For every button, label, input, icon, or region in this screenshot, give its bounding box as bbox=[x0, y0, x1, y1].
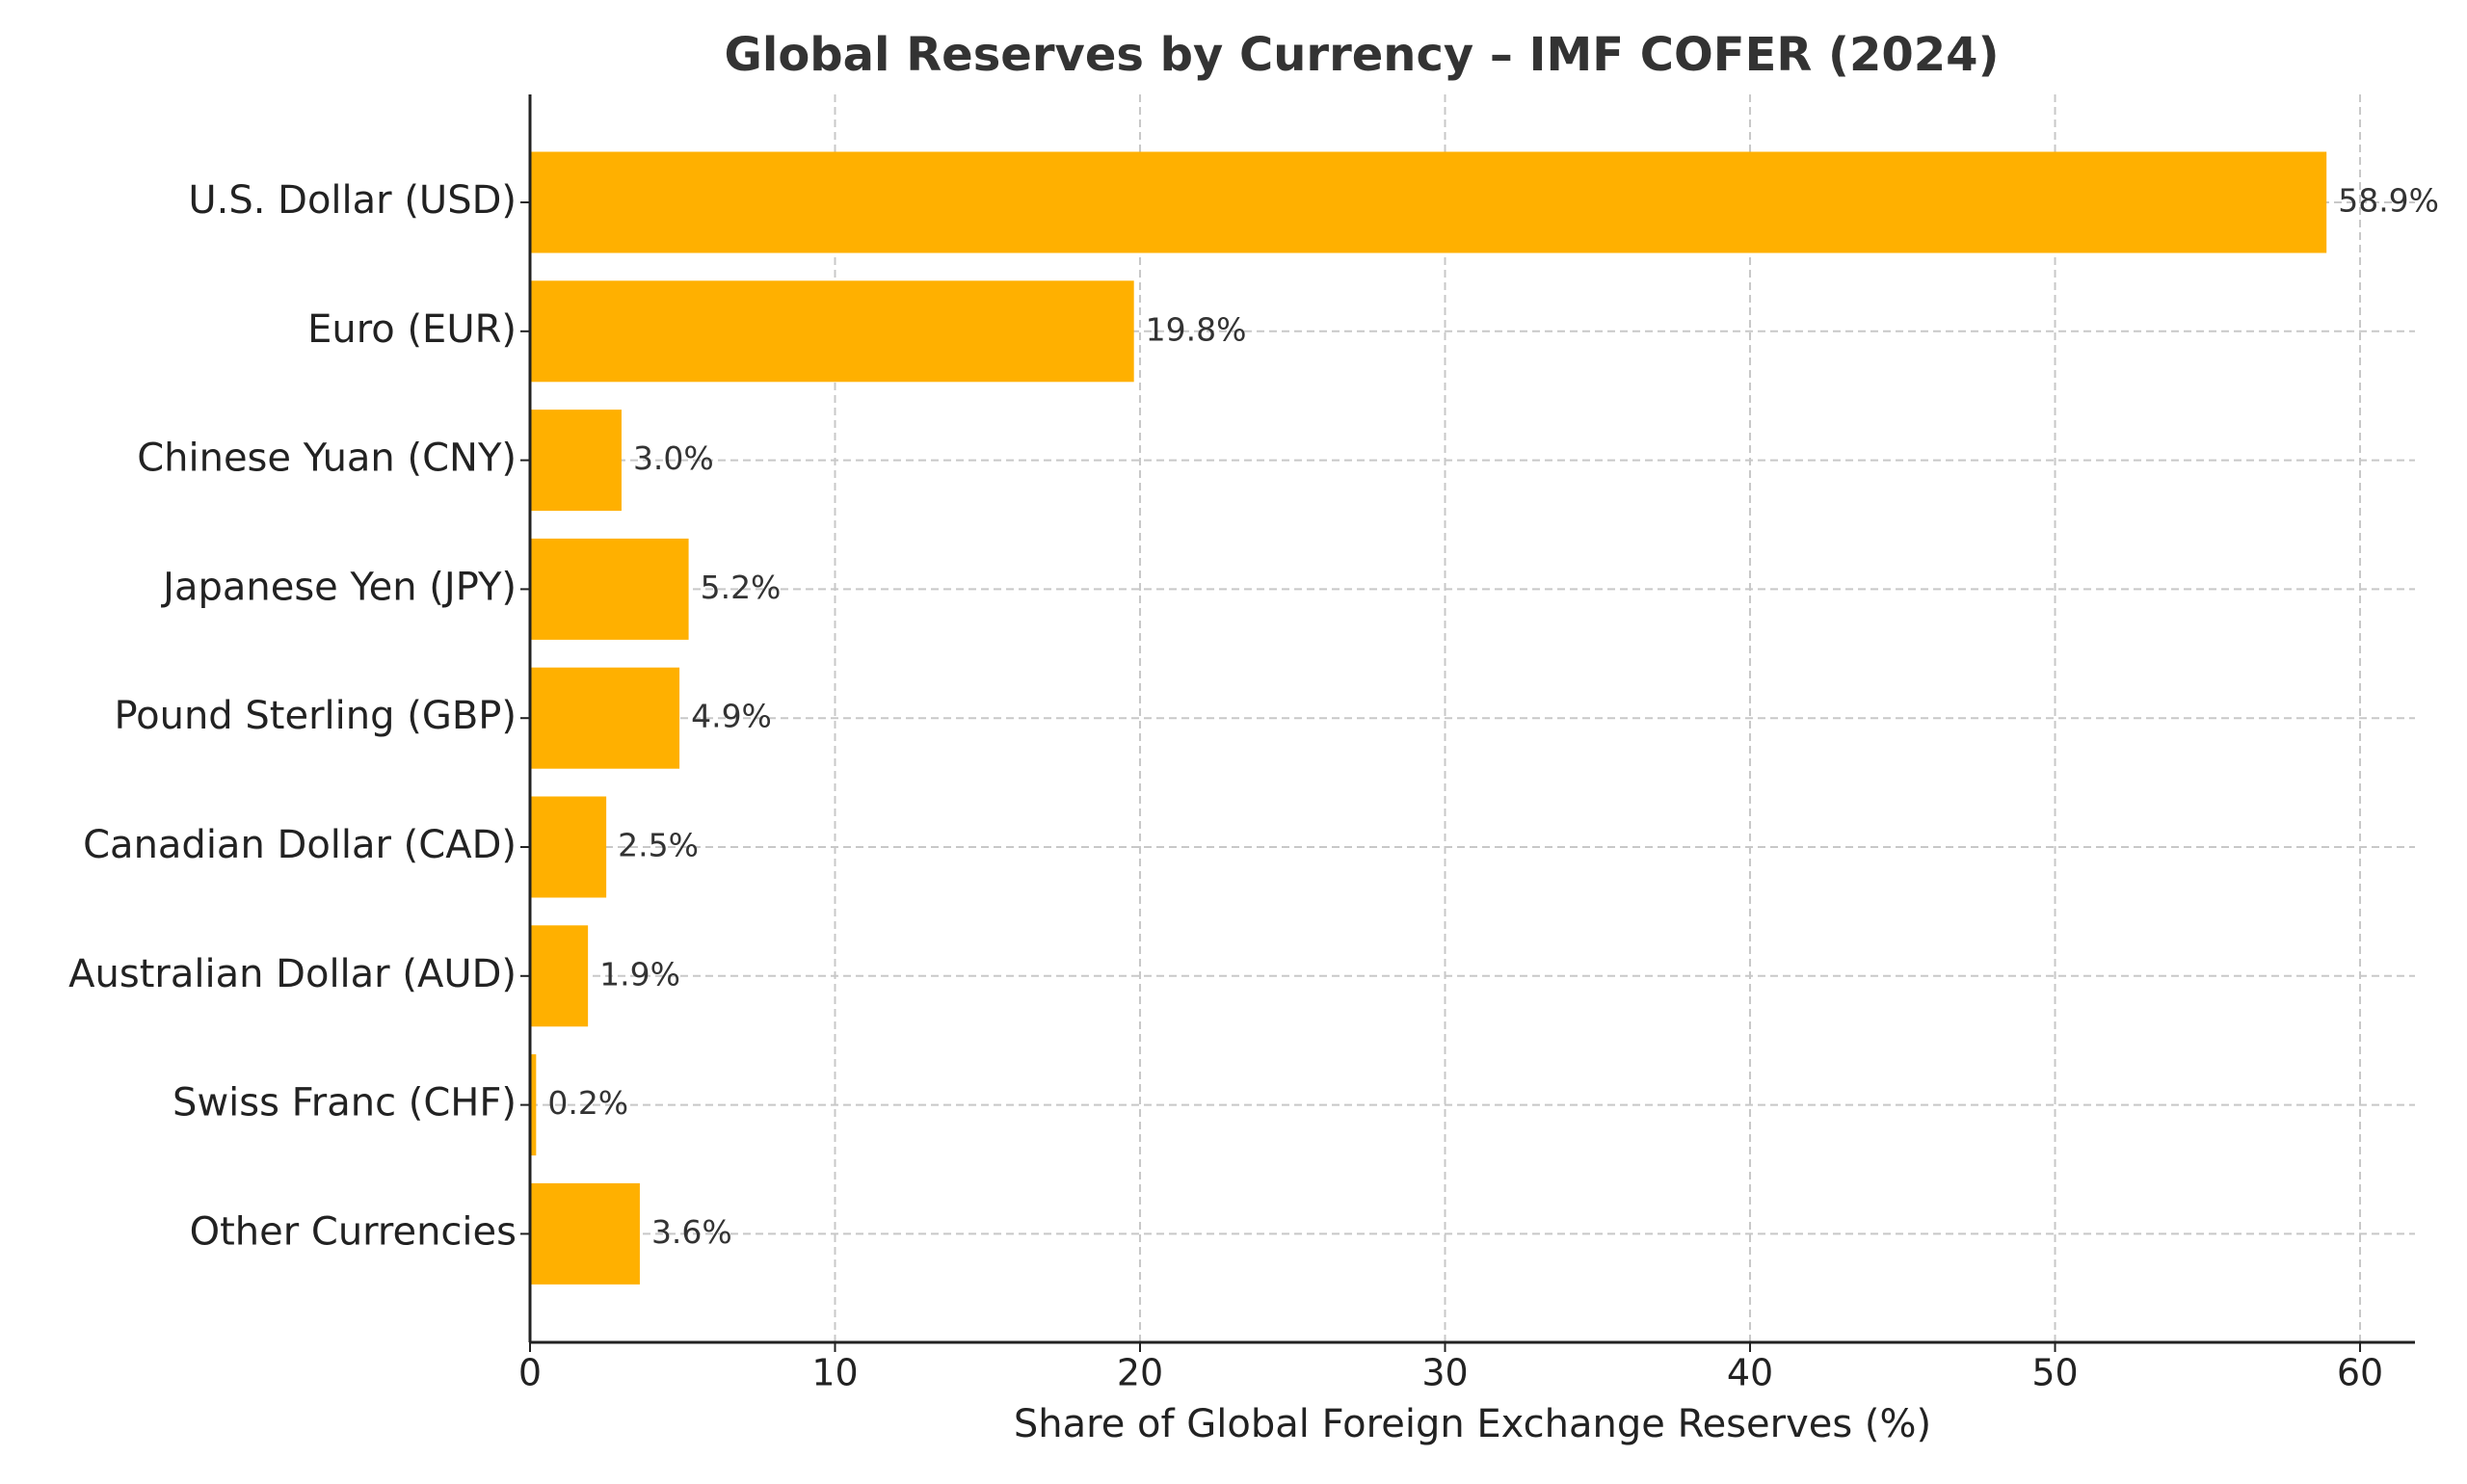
bar bbox=[530, 538, 689, 640]
value-label: 5.2% bbox=[701, 569, 782, 606]
value-label: 2.5% bbox=[618, 827, 699, 864]
bar bbox=[530, 667, 680, 769]
value-label: 58.9% bbox=[2338, 182, 2439, 220]
x-tick-label: 20 bbox=[1117, 1352, 1163, 1394]
bar bbox=[530, 925, 589, 1027]
y-tick-label: Euro (EUR) bbox=[307, 307, 517, 352]
value-label: 1.9% bbox=[599, 955, 680, 993]
y-tick-label: Pound Sterling (GBP) bbox=[114, 694, 517, 738]
bar bbox=[530, 796, 607, 898]
x-tick-label: 50 bbox=[2031, 1352, 2078, 1394]
value-label: 19.8% bbox=[1146, 310, 1247, 348]
y-tick-label: Swiss Franc (CHF) bbox=[172, 1081, 517, 1126]
value-label: 0.2% bbox=[547, 1084, 628, 1122]
value-label: 4.9% bbox=[691, 698, 772, 735]
chart-title: Global Reserves by Currency – IMF COFER … bbox=[724, 28, 1999, 82]
x-axis-label: Share of Global Foreign Exchange Reserve… bbox=[1014, 1402, 1931, 1446]
y-tick-label: Other Currencies bbox=[190, 1209, 517, 1254]
y-tick-label: Canadian Dollar (CAD) bbox=[83, 823, 517, 867]
value-label: 3.6% bbox=[651, 1213, 732, 1251]
y-tick-label: Chinese Yuan (CNY) bbox=[137, 437, 517, 481]
bar bbox=[530, 280, 1134, 383]
value-label: 3.0% bbox=[633, 439, 714, 477]
x-tick-label: 10 bbox=[811, 1352, 858, 1394]
bar bbox=[530, 151, 2327, 253]
x-tick-label: 40 bbox=[1727, 1352, 1773, 1394]
x-tick-label: 30 bbox=[1421, 1352, 1468, 1394]
bar bbox=[530, 410, 622, 512]
y-tick-label: Australian Dollar (AUD) bbox=[68, 952, 517, 996]
bar bbox=[530, 1054, 537, 1156]
y-tick-label: U.S. Dollar (USD) bbox=[188, 178, 517, 223]
x-tick-label: 60 bbox=[2337, 1352, 2383, 1394]
x-tick-label: 0 bbox=[518, 1352, 542, 1394]
bar bbox=[530, 1182, 640, 1285]
y-tick-label: Japanese Yen (JPY) bbox=[160, 565, 517, 609]
